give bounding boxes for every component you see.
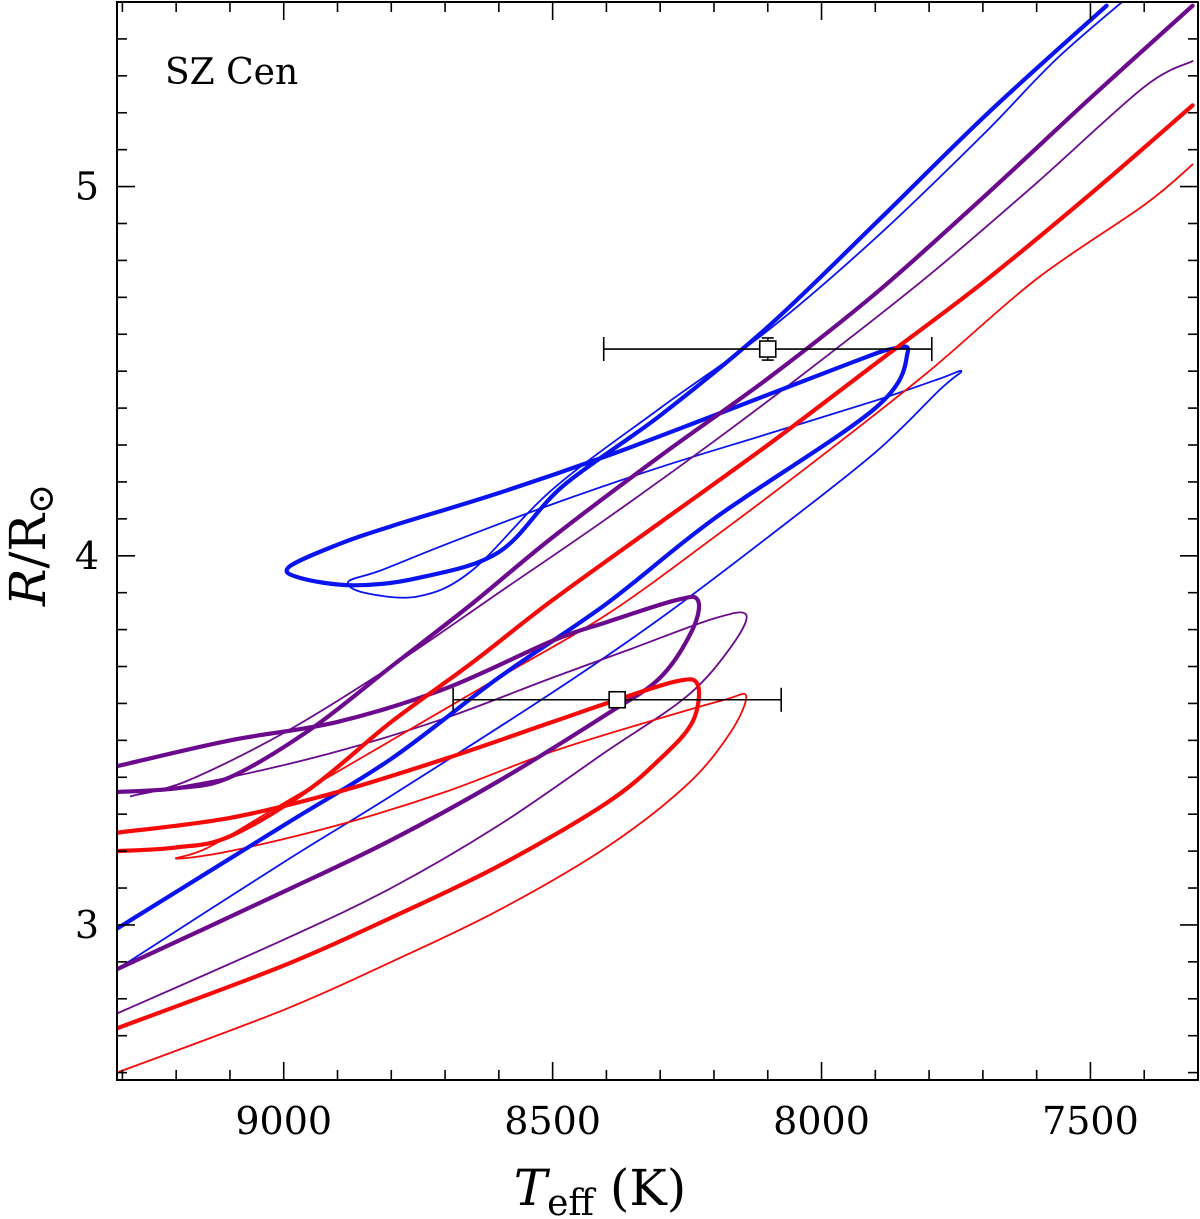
y-axis-title-unit: /R bbox=[0, 513, 57, 569]
observed-points bbox=[452, 337, 933, 712]
track-red-thick bbox=[117, 677, 702, 1031]
y-tick-label: 3 bbox=[75, 903, 99, 947]
track-red-thin bbox=[117, 163, 1194, 1074]
y-axis-title: R/R⊙ bbox=[0, 484, 62, 607]
track-purple-thin bbox=[117, 60, 1194, 1015]
x-tick-label: 7500 bbox=[1042, 1099, 1139, 1143]
x-tick-label: 9000 bbox=[235, 1099, 332, 1143]
data-point-lower-star bbox=[452, 687, 782, 712]
star-name-annotation: SZ Cen bbox=[165, 52, 298, 93]
track-purple-thick bbox=[117, 594, 702, 972]
y-tick-label: 5 bbox=[75, 165, 99, 209]
track-blue-thick bbox=[117, 3, 1109, 931]
track-red-bottom-loop bbox=[117, 103, 1195, 854]
x-axis-title-main: T bbox=[514, 1159, 551, 1217]
x-axis-title-unit: (K) bbox=[594, 1159, 686, 1217]
x-axis-title: Teff (K) bbox=[514, 1159, 687, 1219]
y-tick-label: 4 bbox=[75, 534, 99, 578]
marker-square bbox=[608, 690, 626, 709]
x-axis-title-sub: eff bbox=[547, 1183, 596, 1219]
track-purple-bottom-loop bbox=[117, 3, 1195, 795]
x-tick-label: 8000 bbox=[773, 1099, 870, 1143]
y-axis-title-sun-symbol: ⊙ bbox=[21, 484, 62, 514]
track-blue-thin bbox=[117, 2, 1124, 971]
plot-frame bbox=[116, 1, 1199, 1081]
data-point-upper-star bbox=[602, 337, 933, 362]
marker-square bbox=[758, 340, 777, 358]
x-tick-label: 8500 bbox=[504, 1099, 601, 1143]
y-axis-title-main: R bbox=[0, 569, 57, 608]
axis-ticks: 9000 8500 8000 7500 3 4 5 bbox=[75, 1, 1199, 1143]
model-tracks bbox=[117, 2, 1195, 1074]
